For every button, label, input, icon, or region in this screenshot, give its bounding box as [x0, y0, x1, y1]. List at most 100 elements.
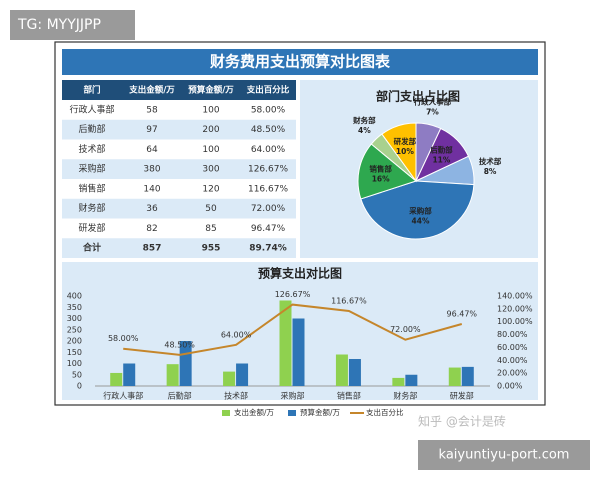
slice-name: 研发部 — [394, 136, 417, 146]
table-cell: 48.50% — [251, 125, 286, 135]
data-label: 126.67% — [275, 290, 311, 299]
legend-label: 支出金额/万 — [234, 407, 275, 417]
bar — [110, 372, 123, 386]
table-header: 部门 — [83, 85, 100, 96]
table-cell: 120 — [202, 184, 219, 194]
slice-name: 行政人事部 — [413, 96, 452, 106]
bar — [123, 363, 136, 386]
table-cell: 955 — [202, 244, 221, 254]
table-cell: 行政人事部 — [69, 103, 114, 115]
table-cell: 82 — [146, 224, 157, 234]
main-title: 财务费用支出预算对比图表 — [210, 53, 391, 71]
table-cell: 100 — [202, 105, 219, 115]
table-cell: 300 — [202, 165, 219, 175]
table-header: 支出金额/万 — [128, 85, 175, 96]
data-label: 58.00% — [108, 334, 139, 343]
y2-tick-label: 100.00% — [497, 317, 533, 326]
legend-label: 预算金额/万 — [300, 407, 341, 417]
data-label: 48.50% — [164, 340, 195, 349]
slice-name: 采购部 — [408, 206, 432, 216]
slice-label: 7% — [426, 107, 439, 116]
bar — [392, 377, 405, 386]
table-row-bg — [62, 119, 296, 140]
bar — [292, 318, 305, 386]
line — [123, 303, 463, 356]
table-cell: 后勤部 — [78, 123, 105, 135]
table-cell: 58 — [146, 105, 158, 115]
slice-name: 后勤部 — [430, 145, 453, 155]
bar — [236, 363, 249, 386]
table-cell: 200 — [202, 125, 219, 135]
x-tick-label: 行政人事部 — [103, 391, 143, 401]
table-row-bg — [62, 159, 296, 179]
x-tick-label: 财务部 — [393, 391, 417, 401]
y-tick-label: 350 — [67, 303, 82, 312]
y-tick-label: 200 — [67, 337, 82, 346]
table-cell: 财务部 — [78, 202, 105, 214]
y2-tick-label: 60.00% — [497, 343, 528, 352]
slice-label: 44% — [412, 217, 430, 226]
footer: kaiyuntiyu-port.com — [439, 448, 570, 463]
legend-swatch — [222, 410, 230, 416]
tag: TG: MYYJJPP — [17, 17, 101, 33]
table-cell: 技术部 — [78, 143, 105, 155]
table-cell: 380 — [143, 165, 160, 175]
slice-label: 10% — [396, 147, 414, 156]
pie-slice — [381, 122, 417, 183]
table-cell: 857 — [143, 244, 162, 254]
table-row-bg — [62, 238, 296, 258]
data-label: 116.67% — [331, 296, 367, 305]
legend-label: 支出百分比 — [366, 407, 404, 417]
table-cell: 85 — [205, 224, 216, 234]
legend-swatch — [288, 410, 296, 416]
y-tick-label: 300 — [67, 314, 82, 323]
table-cell: 64 — [146, 145, 158, 155]
table-row-bg — [62, 179, 296, 199]
table-cell: 89.74% — [249, 244, 287, 254]
y2-tick-label: 80.00% — [497, 330, 528, 339]
table-cell: 97 — [146, 125, 157, 135]
slice-name: 财务部 — [352, 115, 376, 125]
tag-box — [10, 10, 135, 40]
slice-label: 8% — [484, 167, 497, 176]
x-tick-label: 销售部 — [337, 391, 361, 401]
bar — [166, 364, 179, 386]
bar — [279, 300, 292, 386]
table-cell: 研发部 — [78, 222, 105, 234]
slice-name: 销售部 — [369, 163, 392, 173]
y2-tick-label: 20.00% — [497, 369, 528, 378]
watermark: 知乎 @会计是砖 — [418, 414, 506, 429]
x-tick-label: 采购部 — [281, 391, 305, 401]
table-cell: 72.00% — [251, 204, 286, 214]
table-row-bg — [62, 198, 296, 219]
table-cell: 58.00% — [251, 105, 286, 115]
pie-slice — [357, 143, 418, 200]
title-bar — [62, 49, 538, 75]
y-tick-label: 0 — [77, 382, 82, 391]
y-tick-label: 400 — [67, 292, 82, 301]
bar — [448, 367, 461, 386]
table-cell: 36 — [146, 204, 158, 214]
slice-name: 技术部 — [479, 156, 502, 166]
data-label: 64.00% — [221, 330, 252, 339]
pie-slice — [360, 180, 475, 240]
table-cell: 50 — [205, 204, 217, 214]
table-row-bg — [62, 218, 296, 239]
chart-title: 预算支出对比图 — [258, 266, 342, 281]
table-cell: 140 — [143, 184, 160, 194]
bar — [461, 366, 474, 386]
y-tick-label: 50 — [72, 370, 82, 379]
chart-title: 部门支出占比图 — [376, 89, 460, 104]
table-cell: 116.67% — [248, 184, 288, 194]
data-label: 72.00% — [390, 325, 421, 334]
bar — [405, 374, 418, 386]
slice-label: 4% — [358, 126, 371, 135]
slice-label: 11% — [432, 156, 450, 165]
table-cell: 采购部 — [78, 163, 105, 175]
x-tick-label: 后勤部 — [168, 391, 192, 401]
bar — [348, 359, 361, 386]
y2-tick-label: 120.00% — [497, 304, 533, 313]
footer-box — [418, 440, 590, 470]
table-cell: 100 — [202, 145, 219, 155]
